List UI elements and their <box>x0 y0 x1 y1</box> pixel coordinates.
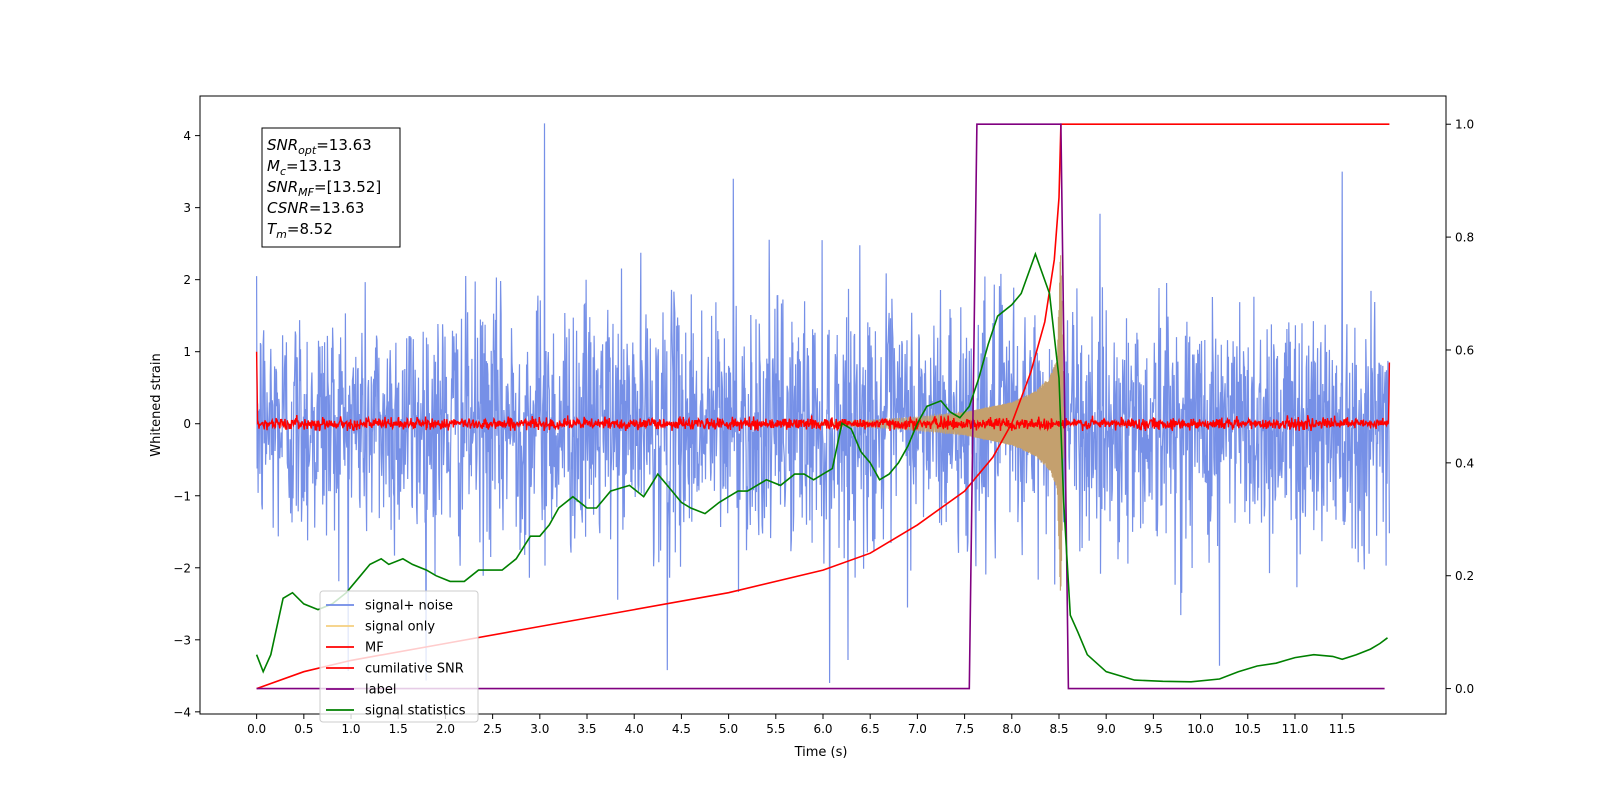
y-axis-right: 0.0 0.2 0.4 0.6 0.8 1.0 <box>1446 118 1474 696</box>
x-axis: 0.0 0.5 1.0 1.5 2.0 2.5 3.0 3.5 4.0 4.5 5.0 5.5 6.0 6… <box>247 714 1356 736</box>
series-signal-noise-line <box>256 123 1390 684</box>
legend-frame <box>319 590 479 723</box>
series-mf-line <box>255 351 1391 432</box>
legend-label: MF <box>365 641 384 656</box>
y2-tick-label: 0.4 <box>1455 456 1474 470</box>
legend-label: label <box>365 683 396 698</box>
x-tick-label: 4.5 <box>672 722 691 736</box>
x-tick-label: 11.5 <box>1329 722 1356 736</box>
y-axis-left: −4 −3 −2 −1 0 1 2 3 4 <box>173 129 200 719</box>
x-tick-label: 8.5 <box>1049 722 1068 736</box>
y2-tick-label: 0.6 <box>1455 343 1474 357</box>
y2-tick-label: 1.0 <box>1455 118 1474 132</box>
x-tick-label: 0.5 <box>294 722 313 736</box>
x-tick-label: 8.0 <box>1002 722 1021 736</box>
y-tick-label: 1 <box>183 345 191 359</box>
series-label-line <box>256 123 1385 690</box>
legend-item-signal-noise: signal+ noise <box>326 599 453 614</box>
annotation-line: CSNR=13.63 <box>267 199 364 217</box>
y-tick-label: −4 <box>173 705 191 719</box>
x-tick-label: 1.0 <box>341 722 360 736</box>
y-tick-label: 2 <box>183 273 191 287</box>
legend: signal+ noise signal only MF cumilative SNR… <box>319 590 479 723</box>
x-tick-label: 4.0 <box>625 722 644 736</box>
x-tick-label: 10.5 <box>1234 722 1261 736</box>
y-tick-label: 3 <box>183 201 191 215</box>
x-tick-label: 6.0 <box>813 722 832 736</box>
x-tick-label: 10.0 <box>1187 722 1214 736</box>
x-tick-label: 5.5 <box>766 722 785 736</box>
legend-label: cumilative SNR <box>365 662 464 677</box>
y-tick-label: 0 <box>183 417 191 431</box>
annotation-box: SNRopt=13.63Mc=13.13SNRMF=[13.52]CSNR=13… <box>261 127 401 248</box>
annotation-line: Tm=8.52 <box>267 220 333 241</box>
y-tick-label: 4 <box>183 129 191 143</box>
legend-label: signal statistics <box>365 704 466 719</box>
x-tick-label: 1.5 <box>389 722 408 736</box>
x-tick-label: 3.5 <box>577 722 596 736</box>
series-signal-statistics-line <box>255 251 1388 683</box>
y2-tick-label: 0.0 <box>1455 682 1474 696</box>
y-axis-label: Whitened strain <box>149 353 164 456</box>
annotation-line: SNRMF=[13.52] <box>267 178 381 199</box>
legend-item-cumilative-snr: cumilative SNR <box>326 662 464 677</box>
legend-item-signal-statistics: signal statistics <box>326 704 466 719</box>
y-tick-label: −2 <box>173 561 191 575</box>
x-tick-label: 2.5 <box>483 722 502 736</box>
annotation-line: SNRopt=13.63 <box>267 136 372 157</box>
x-tick-label: 7.5 <box>955 722 974 736</box>
x-tick-label: 6.5 <box>861 722 880 736</box>
y-tick-label: −1 <box>173 489 191 503</box>
x-axis-label: Time (s) <box>794 745 848 760</box>
y-tick-label: −3 <box>173 633 191 647</box>
y2-tick-label: 0.2 <box>1455 569 1474 583</box>
x-tick-label: 9.0 <box>1097 722 1116 736</box>
y2-tick-label: 0.8 <box>1455 231 1474 245</box>
annotation-line: Mc=13.13 <box>267 157 342 178</box>
x-tick-label: 11.0 <box>1282 722 1309 736</box>
legend-label: signal only <box>365 620 435 635</box>
legend-item-label: label <box>326 683 396 698</box>
legend-item-mf: MF <box>326 641 384 656</box>
x-tick-label: 7.0 <box>908 722 927 736</box>
annotation-frame <box>261 127 401 248</box>
x-tick-label: 9.5 <box>1144 722 1163 736</box>
legend-label: signal+ noise <box>365 599 453 614</box>
x-tick-label: 3.0 <box>530 722 549 736</box>
x-tick-label: 5.0 <box>719 722 738 736</box>
x-tick-label: 0.0 <box>247 722 266 736</box>
x-tick-label: 2.0 <box>436 722 455 736</box>
legend-item-signal-only: signal only <box>326 620 435 635</box>
